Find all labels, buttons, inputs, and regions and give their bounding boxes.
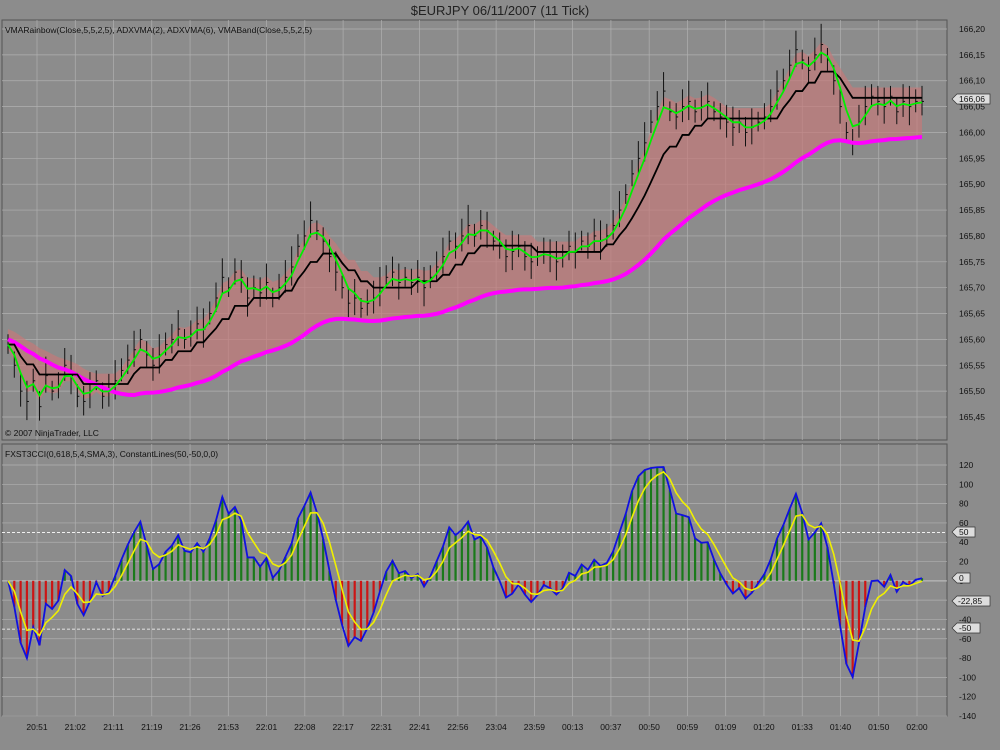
time-tick-label: 22:41 [409,722,431,732]
svg-text:-22,85: -22,85 [958,596,982,606]
time-tick-label: 02:00 [906,722,928,732]
osc-tick-label: 100 [959,479,973,489]
osc-tick-label: 60 [959,518,969,528]
time-tick-label: 01:33 [792,722,814,732]
time-tick-label: 21:26 [179,722,201,732]
price-panel[interactable] [1,19,948,441]
osc-tick-label: -60 [959,634,972,644]
time-tick-label: 21:02 [65,722,87,732]
time-tick-label: 23:04 [485,722,507,732]
price-tick-label: 165,65 [959,309,985,319]
osc-tick-label: -140 [959,711,976,721]
price-plot [7,23,924,421]
time-tick-label: 00:13 [562,722,584,732]
time-tick-label: 21:53 [218,722,240,732]
price-tick-label: 165,95 [959,153,985,163]
time-tick-label: 01:40 [830,722,852,732]
last-price-marker: 166,06 [951,93,991,105]
price-tick-label: 166,20 [959,24,985,34]
time-tick-label: 00:59 [677,722,699,732]
osc-tick-label: -80 [959,653,972,663]
osc-tick-label: -120 [959,692,976,702]
vma-rainbow-area [8,42,922,401]
time-tick-label: 22:08 [294,722,316,732]
time-tick-label: 22:56 [447,722,469,732]
price-tick-label: 165,60 [959,334,985,344]
price-tick-label: 165,90 [959,179,985,189]
time-x-axis: 20:51 21:02 21:11 21:19 21:26 21:53 22:01 22:08… [26,722,928,732]
svg-text:50: 50 [959,527,969,537]
price-tick-label: 166,00 [959,127,985,137]
price-tick-label: 166,15 [959,50,985,60]
osc-tick-label: -100 [959,672,976,682]
oscillator-plot [2,466,947,681]
price-tick-label: 165,80 [959,231,985,241]
vmaband-line [7,134,923,398]
time-tick-label: 22:17 [332,722,354,732]
time-tick-label: 20:51 [26,722,48,732]
price-tick-label: 165,70 [959,283,985,293]
oscillator-y-axis: 120100806040200-20-40-60-80-100-120-140 [959,460,976,721]
price-tick-label: 165,55 [959,360,985,370]
price-tick-label: 165,75 [959,257,985,267]
chart-title: $EURJPY 06/11/2007 (11 Tick) [411,3,590,18]
svg-text:-50: -50 [959,623,972,633]
osc-value-markers: 50 0 -22,85 -50 [951,526,991,634]
cci-line [7,466,923,681]
osc-tick-label: 120 [959,460,973,470]
time-tick-label: 23:59 [524,722,546,732]
time-tick-label: 01:20 [753,722,775,732]
price-tick-label: 165,50 [959,386,985,396]
time-tick-label: 00:50 [639,722,661,732]
cci-signal-line [7,470,923,643]
price-tick-label: 165,85 [959,205,985,215]
price-tick-label: 165,45 [959,412,985,422]
svg-text:166,06: 166,06 [959,94,985,104]
oscillator-indicator-label: FXST3CCI(0,618,5,4,SMA,3), ConstantLines… [5,449,218,459]
osc-tick-label: 40 [959,537,969,547]
time-tick-label: 22:01 [256,722,278,732]
osc-tick-label: -40 [959,614,972,624]
time-tick-label: 21:19 [141,722,163,732]
time-tick-label: 22:31 [371,722,393,732]
adxvma-slow-line [8,70,922,385]
svg-text:0: 0 [959,573,964,583]
copyright-label: © 2007 NinjaTrader, LLC [5,428,99,438]
time-tick-label: 21:11 [103,722,124,732]
price-indicator-label: VMARainbow(Close,5,5,2,5), ADXVMA(2), AD… [5,25,312,35]
osc-tick-label: 80 [959,499,969,509]
time-tick-label: 01:09 [715,722,737,732]
price-y-axis: 166,20 166,15 166,10 166,05 166,00 165,95 165,… [959,24,985,422]
adxvma-fast-line [7,51,923,398]
price-tick-label: 166,10 [959,76,985,86]
price-tick-label: 166,05 [959,102,985,112]
time-tick-label: 01:50 [868,722,890,732]
osc-tick-label: 20 [959,557,969,567]
time-tick-label: 00:37 [600,722,622,732]
